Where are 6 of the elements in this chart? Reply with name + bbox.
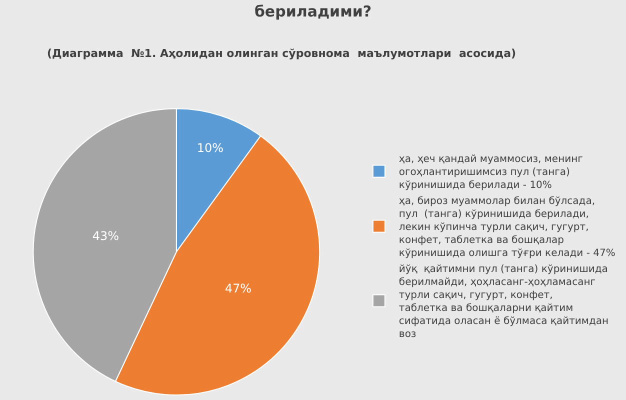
chart-title: бериладими? [254,2,372,20]
data-label: 47% [224,281,252,296]
data-label: 10% [196,140,224,155]
legend-label: йўқ қайтимни пул (танга) кўринишида берилмайди, ҳоҳласанг-ҳоҳламасанг турли сақич, гугурт, конфет, таблетка ва бошқаларни қайтим сифатида оласан ё бўлмаса қайтимдан воз [398,264,609,340]
chart-subtitle: (Диаграмма №1. Аҳолидан олинган сўровнома маълумотлари асосида) [47,47,516,60]
data-label: 43% [92,229,120,243]
